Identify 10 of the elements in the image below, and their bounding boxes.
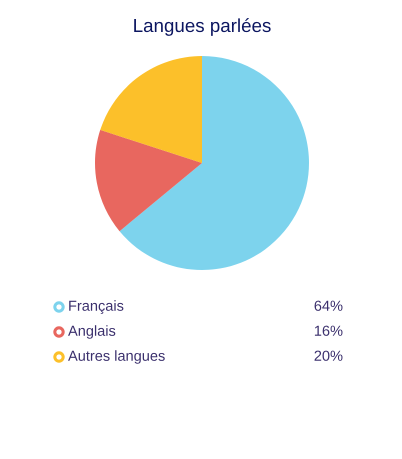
data-label: 64% xyxy=(314,300,342,311)
pie-slice xyxy=(120,56,309,270)
data-label: 16% xyxy=(314,326,342,336)
legend-label: Français xyxy=(69,300,124,314)
chart-title: Langues parlées xyxy=(134,18,271,36)
pie-slice xyxy=(95,130,202,232)
pie-slice xyxy=(100,56,202,163)
legend-label: Anglais xyxy=(68,325,116,339)
data-label: 20% xyxy=(314,350,342,361)
legend-label: Autres langues xyxy=(68,350,165,364)
